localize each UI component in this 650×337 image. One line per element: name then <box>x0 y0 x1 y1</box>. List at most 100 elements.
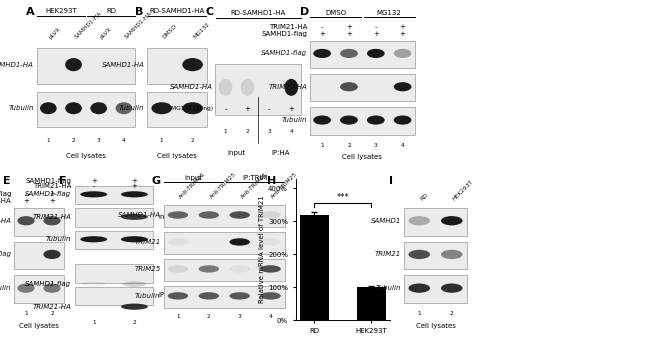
Text: H: H <box>268 176 277 186</box>
Text: E: E <box>3 176 10 186</box>
FancyBboxPatch shape <box>164 205 285 227</box>
FancyBboxPatch shape <box>75 265 153 283</box>
Ellipse shape <box>168 238 188 246</box>
Text: +: + <box>131 178 137 184</box>
Text: SAMHD1-HA: SAMHD1-HA <box>118 212 161 218</box>
Text: RD-SAMHD1-HA: RD-SAMHD1-HA <box>150 8 205 14</box>
Text: TRIM25-flag: TRIM25-flag <box>0 251 12 257</box>
Ellipse shape <box>44 283 60 293</box>
Text: -: - <box>25 191 27 197</box>
Text: Tubulin: Tubulin <box>46 236 71 242</box>
Text: +: + <box>23 198 29 204</box>
Text: 4: 4 <box>289 129 293 134</box>
Ellipse shape <box>183 102 203 114</box>
Text: +: + <box>244 106 250 112</box>
FancyBboxPatch shape <box>14 208 64 236</box>
Text: +: + <box>346 31 352 37</box>
FancyBboxPatch shape <box>310 41 415 68</box>
Text: +: + <box>131 183 137 189</box>
Text: TRIM21: TRIM21 <box>135 239 161 245</box>
Text: SAMHD1-flag: SAMHD1-flag <box>25 281 71 287</box>
Ellipse shape <box>340 116 358 125</box>
Text: 1: 1 <box>160 138 164 143</box>
Ellipse shape <box>82 281 106 287</box>
Text: 2: 2 <box>347 143 351 148</box>
Ellipse shape <box>65 102 82 114</box>
Ellipse shape <box>168 211 188 219</box>
Ellipse shape <box>229 292 250 300</box>
Text: B: B <box>135 7 144 17</box>
Text: TRIM21-HA: TRIM21-HA <box>32 304 71 310</box>
Ellipse shape <box>240 79 254 96</box>
Ellipse shape <box>168 265 188 273</box>
Text: Tubulin: Tubulin <box>376 285 401 291</box>
Text: SAMHD1-flag: SAMHD1-flag <box>25 178 71 184</box>
Text: RD: RD <box>107 8 116 14</box>
Ellipse shape <box>261 211 281 219</box>
Text: SAMHD1-flag: SAMHD1-flag <box>261 31 307 37</box>
Text: TRIM21-HA: TRIM21-HA <box>268 24 307 30</box>
Text: C: C <box>205 7 214 17</box>
Text: Cell lysates: Cell lysates <box>343 154 382 160</box>
Text: HEK293T: HEK293T <box>452 179 474 202</box>
Ellipse shape <box>122 281 146 287</box>
Text: MG132 (10ng): MG132 (10ng) <box>171 106 213 112</box>
FancyBboxPatch shape <box>75 208 153 227</box>
Bar <box>300 215 329 320</box>
Text: input: input <box>158 214 176 220</box>
Text: 4: 4 <box>268 314 272 319</box>
Text: +: + <box>319 31 325 37</box>
Text: +: + <box>346 24 352 30</box>
Ellipse shape <box>408 283 430 293</box>
Ellipse shape <box>121 214 148 220</box>
Text: SAMHD1-HA: SAMHD1-HA <box>0 198 12 204</box>
Text: pLVX: pLVX <box>48 27 62 40</box>
Text: Cell lysates: Cell lysates <box>157 153 197 159</box>
Ellipse shape <box>81 191 107 197</box>
Text: pLVX: pLVX <box>99 27 112 40</box>
Text: G: G <box>151 176 161 186</box>
Text: 1: 1 <box>224 129 228 134</box>
Text: SAMHD1-HA: SAMHD1-HA <box>73 11 103 40</box>
Ellipse shape <box>121 304 148 310</box>
Text: HEK293T: HEK293T <box>45 8 77 14</box>
FancyBboxPatch shape <box>14 242 64 269</box>
Ellipse shape <box>90 102 107 114</box>
Text: Cell lysates: Cell lysates <box>19 323 59 329</box>
Text: 1: 1 <box>47 138 50 143</box>
Text: Tubulin: Tubulin <box>135 293 161 299</box>
Ellipse shape <box>199 292 219 300</box>
Text: TRIM21: TRIM21 <box>375 251 401 257</box>
Text: -: - <box>321 24 324 30</box>
Text: Anti-TRIM21: Anti-TRIM21 <box>178 171 206 200</box>
Text: MG132: MG132 <box>377 10 402 16</box>
Text: 2: 2 <box>133 320 136 325</box>
Ellipse shape <box>408 216 430 225</box>
FancyBboxPatch shape <box>37 92 135 127</box>
Text: Anti-TRIM25: Anti-TRIM25 <box>270 171 299 200</box>
Text: D: D <box>300 7 309 17</box>
Text: SAMHD1-HA: SAMHD1-HA <box>101 62 144 68</box>
Ellipse shape <box>313 116 331 125</box>
Ellipse shape <box>340 82 358 91</box>
Ellipse shape <box>18 283 34 293</box>
Text: 1: 1 <box>176 314 180 319</box>
Text: 2: 2 <box>190 138 194 143</box>
Ellipse shape <box>121 236 148 242</box>
Text: TRIM21-HA: TRIM21-HA <box>32 183 71 189</box>
Text: 2: 2 <box>207 314 211 319</box>
Bar <box>357 287 385 320</box>
FancyBboxPatch shape <box>37 48 135 84</box>
Text: +: + <box>373 31 379 37</box>
Text: Tubulin: Tubulin <box>119 105 144 111</box>
FancyBboxPatch shape <box>404 208 467 236</box>
Text: +: + <box>49 198 55 204</box>
Ellipse shape <box>367 49 385 58</box>
Text: SAMHD1-HA: SAMHD1-HA <box>0 62 34 68</box>
Text: Tubulin: Tubulin <box>281 117 307 123</box>
Ellipse shape <box>229 265 250 273</box>
Ellipse shape <box>183 58 203 71</box>
Text: IP:HA: IP:HA <box>158 293 176 299</box>
FancyBboxPatch shape <box>215 64 302 115</box>
Text: -: - <box>268 106 270 112</box>
